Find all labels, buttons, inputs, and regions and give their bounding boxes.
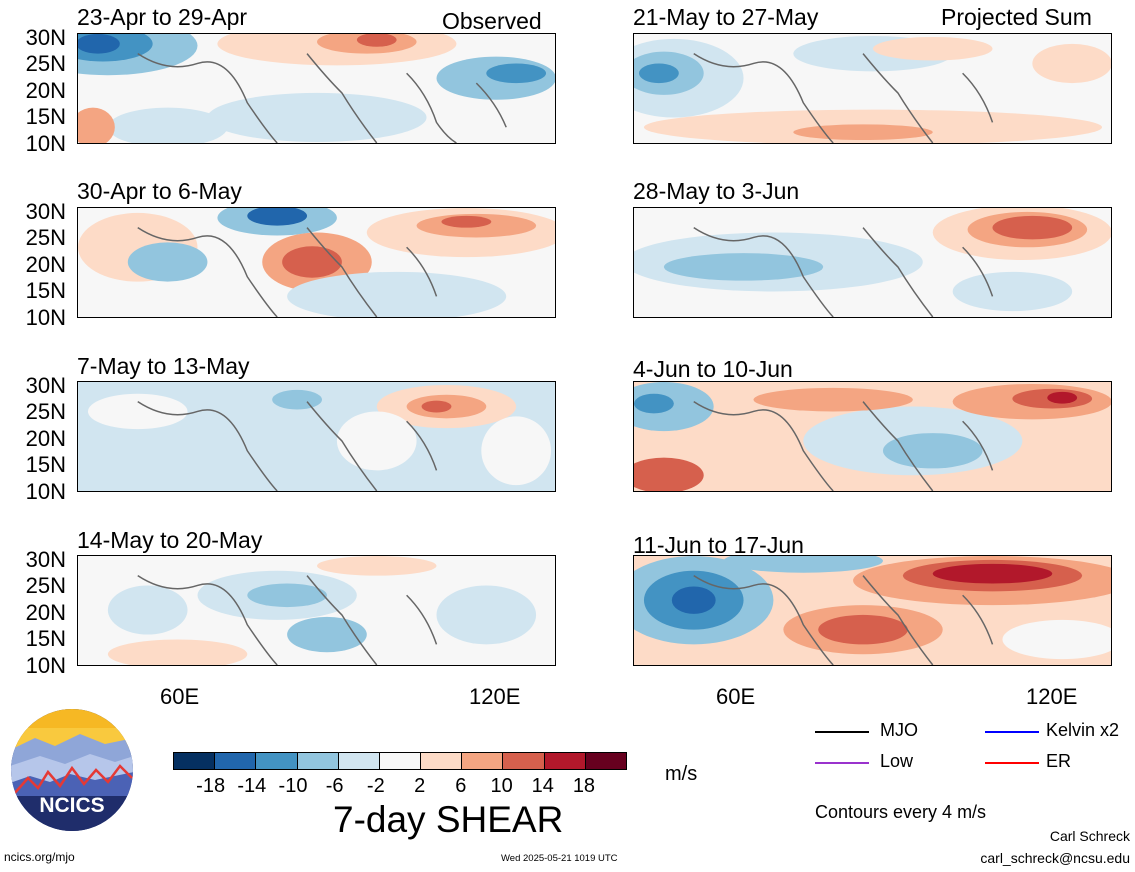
colorbar-title: 7-day SHEAR [333, 799, 564, 840]
panel-title-observed-1: 23-Apr to 29-Apr [77, 4, 248, 30]
colorbar-swatch [461, 752, 504, 770]
map-panel-projected-3 [633, 381, 1112, 492]
y-tick: 30N [25, 199, 66, 224]
projected-label: Projected Sum [941, 4, 1092, 30]
y-tick: 10N [25, 653, 66, 678]
legend-line-mjo [815, 731, 869, 733]
colorbar-tick-label: 14 [531, 775, 554, 797]
footer-email: carl_schreck@ncsu.edu [980, 850, 1130, 866]
legend-line-low [815, 762, 869, 764]
y-tick: 30N [25, 547, 66, 572]
legend-line-kelvin [985, 731, 1039, 733]
x-tick-left-120e: 120E [469, 684, 521, 709]
colorbar-tick-label: -2 [366, 775, 385, 797]
x-tick-left-60e: 60E [160, 684, 200, 709]
y-tick: 25N [25, 51, 66, 76]
y-tick: 25N [25, 399, 66, 424]
colorbar-swatch [584, 752, 627, 770]
y-tick: 30N [25, 373, 66, 398]
colorbar [173, 752, 627, 770]
observed-label: Observed [442, 8, 542, 34]
colorbar-units: m/s [665, 763, 698, 785]
panel-title-observed-3: 7-May to 13-May [77, 353, 250, 379]
y-tick: 20N [25, 252, 66, 277]
panel-title-projected-1: 21-May to 27-May [633, 4, 819, 30]
y-tick: 25N [25, 225, 66, 250]
legend-label-mjo: MJO [880, 720, 918, 740]
legend-label-low: Low [880, 751, 914, 771]
y-tick: 15N [25, 278, 66, 303]
colorbar-tick-label: 6 [455, 775, 467, 797]
map-panel-observed-4 [77, 555, 556, 666]
colorbar-tick-label: -10 [278, 775, 308, 797]
colorbar-swatch [420, 752, 463, 770]
colorbar-tick-label: -18 [196, 775, 226, 797]
y-tick: 15N [25, 104, 66, 129]
panel-title-observed-4: 14-May to 20-May [77, 527, 263, 553]
legend-label-kelvin: Kelvin x2 [1046, 720, 1120, 740]
y-tick: 10N [25, 479, 66, 504]
map-panel-projected-2 [633, 207, 1112, 318]
footer-site: ncics.org/mjo [4, 850, 75, 864]
footer-timestamp: Wed 2025-05-21 1019 UTC [501, 853, 618, 864]
panel-title-projected-2: 28-May to 3-Jun [633, 178, 800, 204]
colorbar-swatch [255, 752, 298, 770]
legend-label-er: ER [1046, 751, 1072, 771]
legend-line-er [985, 762, 1039, 764]
map-panel-observed-3 [77, 381, 556, 492]
x-tick-right-120e: 120E [1026, 684, 1078, 709]
x-tick-right-60e: 60E [716, 684, 756, 709]
colorbar-swatch [296, 752, 339, 770]
footer-author: Carl Schreck [1049, 828, 1130, 844]
colorbar-swatch [378, 752, 422, 770]
colorbar-swatch [543, 752, 586, 770]
y-tick: 20N [25, 426, 66, 451]
map-panel-observed-2 [77, 207, 556, 318]
y-tick: 10N [25, 131, 66, 156]
colorbar-swatch [173, 752, 216, 770]
contours-note: Contours every 4 m/s [815, 802, 987, 822]
y-tick: 10N [25, 305, 66, 330]
map-panel-projected-1 [633, 33, 1112, 144]
y-tick: 15N [25, 452, 66, 477]
colorbar-swatch [337, 752, 380, 770]
colorbar-tick-label: 18 [572, 775, 596, 797]
map-panel-projected-4 [633, 555, 1112, 666]
colorbar-tick-label: -14 [237, 775, 267, 797]
map-panel-observed-1 [77, 33, 556, 144]
colorbar-tick-label: 2 [414, 775, 426, 797]
logo-text: NCICS [39, 794, 104, 817]
colorbar-swatch [214, 752, 257, 770]
y-tick: 25N [25, 573, 66, 598]
ncics-logo: NCICS [10, 708, 134, 832]
colorbar-swatch [502, 752, 545, 770]
panel-title-projected-3: 4-Jun to 10-Jun [633, 356, 793, 382]
y-tick: 15N [25, 626, 66, 651]
panel-title-observed-2: 30-Apr to 6-May [77, 178, 242, 204]
y-tick: 20N [25, 600, 66, 625]
colorbar-tick-label: -6 [325, 775, 344, 797]
y-tick: 30N [25, 25, 66, 50]
colorbar-tick-label: 10 [490, 775, 513, 797]
y-tick: 20N [25, 78, 66, 103]
panel-title-projected-4: 11-Jun to 17-Jun [633, 532, 804, 558]
